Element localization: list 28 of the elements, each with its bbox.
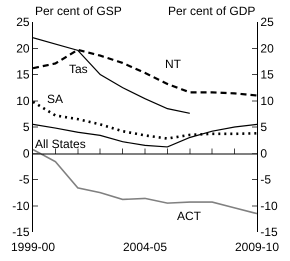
y-tick-label: 0 — [22, 146, 30, 160]
y-tick-label: 10 — [16, 94, 30, 108]
y2-axis-title: Per cent of GDP — [168, 4, 256, 18]
y-tick-label: 15 — [16, 68, 30, 82]
y2-tick-label: 15 — [260, 68, 274, 82]
x-tick-label: 1999-00 — [10, 240, 56, 254]
x-tick-label: 2004-05 — [122, 240, 168, 254]
y-tick-label: -10 — [12, 198, 30, 213]
y2-tick-label: -10 — [260, 198, 278, 213]
y2-tick-label: -15 — [260, 225, 278, 240]
y-tick-label: -15 — [12, 225, 30, 240]
y-tick-label: 25 — [16, 15, 30, 30]
y2-tick-label: 10 — [260, 94, 274, 108]
y2-tick-label: 0 — [260, 146, 268, 160]
y-tick-label: 20 — [16, 41, 30, 56]
y2-tick-label: 5 — [260, 120, 268, 134]
y2-tick-label: 25 — [260, 15, 274, 30]
series-label: ACT — [177, 209, 202, 223]
y2-tick-label: -5 — [260, 172, 272, 187]
y2-tick-label: 20 — [260, 41, 274, 56]
x-tick-label: 2009-10 — [234, 240, 280, 254]
series-label: SA — [47, 92, 64, 106]
series-label: NT — [165, 57, 182, 71]
series-label: Tas — [69, 62, 88, 76]
y-tick-label: -5 — [18, 172, 30, 187]
y-axis-title: Per cent of GSP — [35, 4, 122, 18]
series-label: All States — [35, 137, 86, 151]
y-tick-label: 5 — [22, 120, 30, 134]
